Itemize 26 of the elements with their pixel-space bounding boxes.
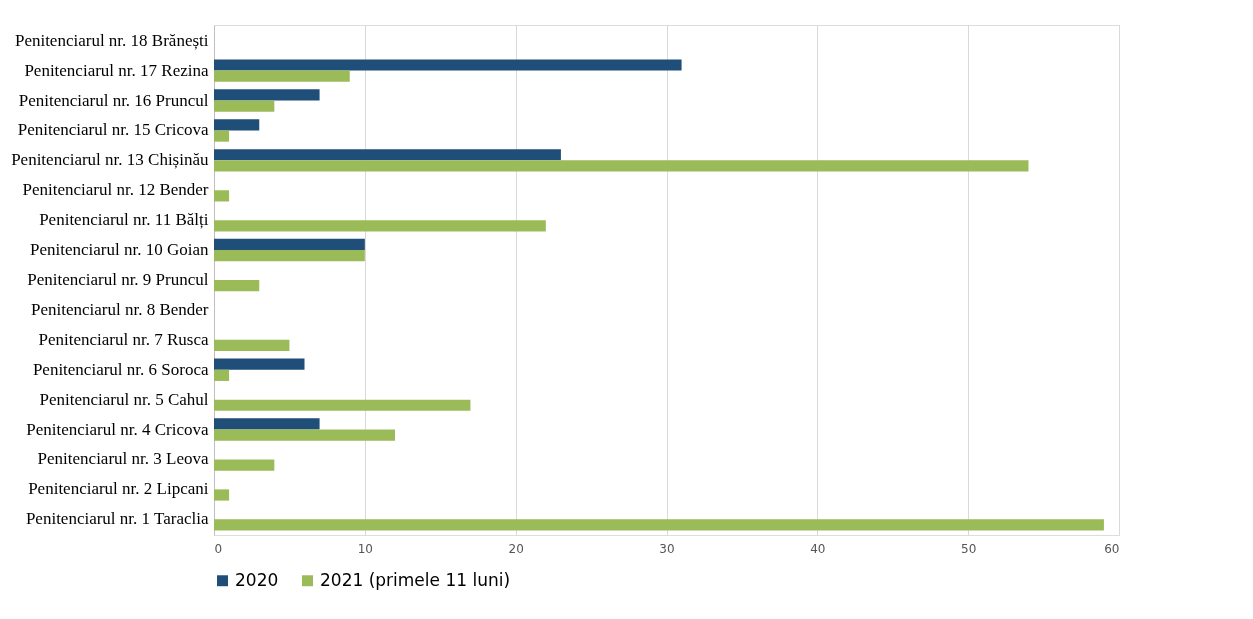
y-tick-label: Penitenciarul nr. 4 Cricova bbox=[26, 419, 209, 439]
y-tick-label: Penitenciarul nr. 11 Bălți bbox=[39, 210, 209, 230]
y-tick-label: Penitenciarul nr. 1 Taraclia bbox=[25, 509, 209, 529]
y-tick-label: Penitenciarul nr. 18 Brănești bbox=[14, 30, 209, 50]
y-tick-label: Penitenciarul nr. 2 Lipcani bbox=[28, 479, 209, 499]
x-tick-label: 0 bbox=[214, 541, 223, 556]
y-tick-label: Penitenciarul nr. 13 Chișinău bbox=[11, 150, 209, 170]
x-tick-label: 60 bbox=[1104, 541, 1120, 556]
y-tick-label: Penitenciarul nr. 5 Cahul bbox=[39, 389, 209, 409]
y-tick-label: Penitenciarul nr. 8 Bender bbox=[30, 299, 209, 319]
y-tick-label: Penitenciarul nr. 7 Rusca bbox=[38, 329, 209, 349]
y-tick-label: Penitenciarul nr. 15 Cricova bbox=[17, 120, 209, 140]
y-tick-label: Penitenciarul nr. 16 Pruncul bbox=[18, 90, 209, 110]
y-tick-label: Penitenciarul nr. 9 Pruncul bbox=[27, 270, 209, 289]
y-tick-label: Penitenciarul nr. 12 Bender bbox=[22, 180, 209, 200]
y-tick-label: Penitenciarul nr. 6 Soroca bbox=[32, 359, 209, 379]
x-tick-label: 10 bbox=[357, 541, 373, 556]
legend-label: 2021 (primele 11 luni) bbox=[320, 569, 511, 590]
x-tick-label: 30 bbox=[659, 541, 675, 556]
legend-label: 2020 bbox=[235, 569, 279, 590]
y-tick-label: Penitenciarul nr. 10 Goian bbox=[30, 240, 209, 260]
y-tick-label: Penitenciarul nr. 3 Leova bbox=[37, 449, 209, 469]
y-tick-label: Penitenciarul nr. 17 Rezina bbox=[24, 60, 209, 80]
x-tick-label: 50 bbox=[961, 541, 977, 556]
x-tick-label: 20 bbox=[508, 541, 524, 556]
x-tick-label: 40 bbox=[810, 541, 826, 556]
